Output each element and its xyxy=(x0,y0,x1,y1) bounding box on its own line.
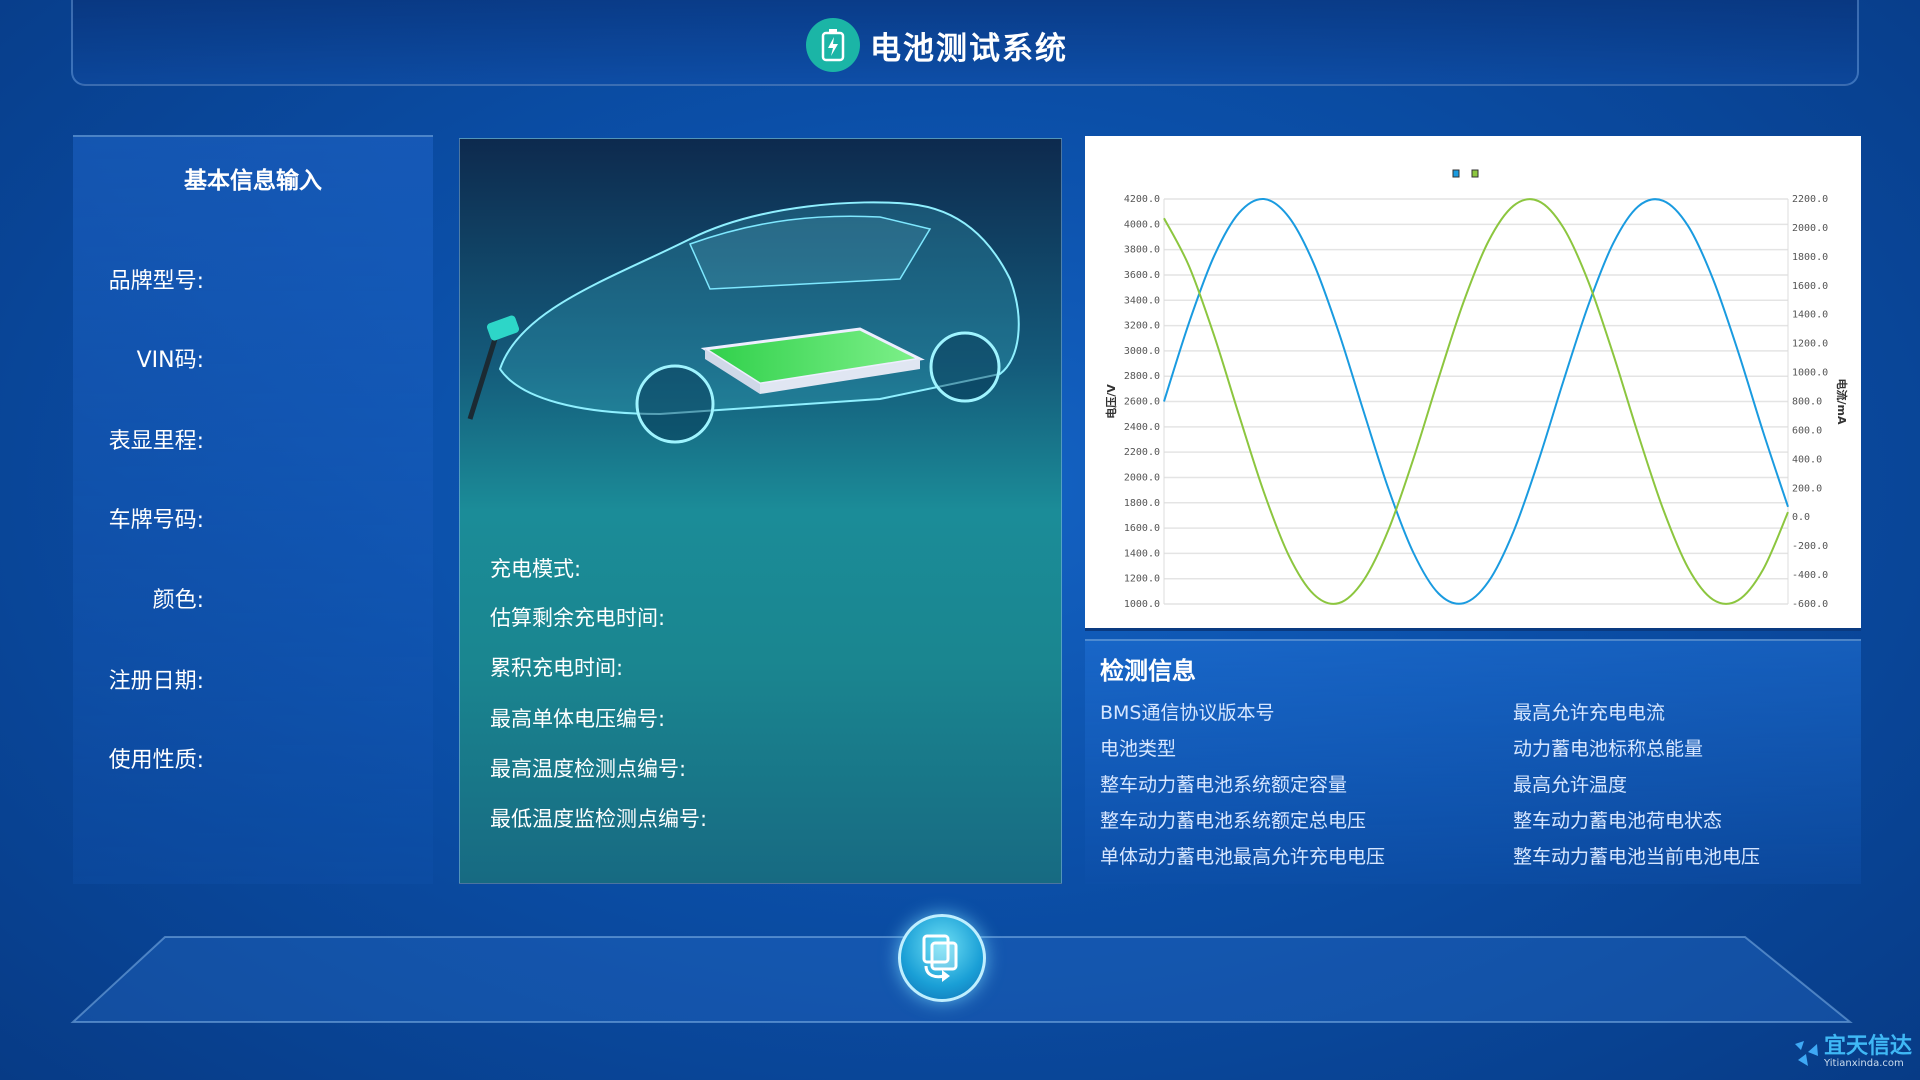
y-tick-label: 4000.0 xyxy=(1124,219,1160,230)
mileage-label: 表显里程: xyxy=(108,429,204,454)
y-tick-label: 1400.0 xyxy=(1124,548,1160,559)
detection-title: 检测信息 xyxy=(1100,657,1196,685)
min-temp-point-label: 最低温度监检测点编号: xyxy=(490,807,708,831)
usage-type-label: 使用性质: xyxy=(108,748,204,773)
y-tick-label: 3800.0 xyxy=(1124,245,1160,256)
y-tick-label: 3600.0 xyxy=(1124,270,1160,281)
y2-tick-label: 1800.0 xyxy=(1792,252,1828,263)
y-tick-label: 1800.0 xyxy=(1124,498,1160,509)
header-bar xyxy=(71,0,1859,86)
vin-label: VIN码: xyxy=(136,348,204,373)
series-line-1 xyxy=(1163,198,1789,605)
chart-panel: 1000.0 1200.0 1400.0 1600.0 1800.0 2000.0 2200… xyxy=(1085,136,1861,631)
basic-info-panel: 基本信息输入 品牌型号: VIN码: 表显里程: 车牌号码: 颜色: 注册日期:… xyxy=(73,135,433,884)
y-tick-label: 3000.0 xyxy=(1124,346,1160,357)
y2-tick-label: 1200.0 xyxy=(1792,339,1828,350)
y-tick-label: 4200.0 xyxy=(1124,194,1160,205)
color-label: 颜色: xyxy=(152,588,204,613)
y2-tick-label: -400.0 xyxy=(1792,570,1828,581)
copy-refresh-button[interactable] xyxy=(898,914,986,1002)
page-title: 电池测试系统 xyxy=(870,30,1068,67)
car-illustration xyxy=(467,201,1020,444)
detect-item: 整车动力蓄电池当前电池电压 xyxy=(1513,846,1761,868)
y2-tick-label: 2000.0 xyxy=(1792,223,1828,234)
y-tick-label: 1200.0 xyxy=(1124,574,1160,585)
y-tick-label: 1600.0 xyxy=(1124,523,1160,534)
detect-item: 整车动力蓄电池系统额定容量 xyxy=(1100,774,1348,796)
detect-item: 最高允许温度 xyxy=(1513,774,1628,796)
logo-url: Yitianxinda.com xyxy=(1824,1058,1904,1069)
y-tick-label: 2200.0 xyxy=(1124,447,1160,458)
detect-item: BMS通信协议版本号 xyxy=(1100,702,1275,724)
register-date-label: 注册日期: xyxy=(108,669,204,694)
logo-name: 宜天信达 xyxy=(1824,1034,1913,1059)
basic-info-title: 基本信息输入 xyxy=(184,168,322,194)
y-tick-label: 2600.0 xyxy=(1124,397,1160,408)
y2-tick-label: 2200.0 xyxy=(1792,194,1828,205)
app-title: 电池测试系统 xyxy=(806,18,1068,72)
copy-refresh-icon xyxy=(922,934,958,982)
detect-item: 动力蓄电池标称总能量 xyxy=(1513,738,1704,760)
y-tick-label: 2800.0 xyxy=(1124,371,1160,382)
voltage-current-chart: 1000.0 1200.0 1400.0 1600.0 1800.0 2000.0 2200… xyxy=(1104,169,1849,610)
y2-tick-label: 1600.0 xyxy=(1792,281,1828,292)
detect-item: 单体动力蓄电池最高允许充电电压 xyxy=(1100,846,1386,868)
plate-number-label: 车牌号码: xyxy=(108,508,204,533)
charge-mode-label: 充电模式: xyxy=(490,557,582,581)
y-tick-label: 2000.0 xyxy=(1124,472,1160,483)
charging-panel: 充电模式: 估算剩余充电时间: 累积充电时间: 最高单体电压编号: 最高温度检测… xyxy=(459,138,1062,884)
y2-tick-label: -200.0 xyxy=(1792,541,1828,552)
legend-marker-1 xyxy=(1471,169,1479,178)
company-logo: 宜天信达 Yitianxinda.com xyxy=(1792,1036,1912,1069)
y-tick-label: 1000.0 xyxy=(1124,599,1160,610)
y2-tick-label: 1400.0 xyxy=(1792,310,1828,321)
y2-tick-label: 200.0 xyxy=(1792,483,1822,494)
logo-mark-icon xyxy=(1795,1040,1818,1066)
battery-charging-icon xyxy=(806,18,860,72)
y2-tick-label: 800.0 xyxy=(1792,397,1822,408)
brand-model-label: 品牌型号: xyxy=(108,269,204,294)
detect-item: 电池类型 xyxy=(1100,738,1177,760)
cumulative-time-label: 累积充电时间: xyxy=(490,656,624,680)
y2-tick-label: 400.0 xyxy=(1792,454,1822,465)
detection-panel: 检测信息 BMS通信协议版本号 电池类型 整车动力蓄电池系统额定容量 整车动力蓄… xyxy=(1085,639,1861,884)
remaining-time-label: 估算剩余充电时间: xyxy=(490,606,666,630)
y-tick-label: 2400.0 xyxy=(1124,422,1160,433)
detect-item: 最高允许充电电流 xyxy=(1513,702,1666,724)
y-tick-label: 3400.0 xyxy=(1124,295,1160,306)
legend-marker-0 xyxy=(1452,169,1460,178)
detect-item: 整车动力蓄电池荷电状态 xyxy=(1513,810,1723,832)
y-axis-label: 电压/V xyxy=(1104,384,1118,419)
series-line-0 xyxy=(1163,197,1789,605)
y2-axis-label: 电流/mA xyxy=(1835,379,1849,425)
detect-item: 整车动力蓄电池系统额定总电压 xyxy=(1100,810,1367,832)
y2-tick-label: -600.0 xyxy=(1792,599,1828,610)
max-temp-point-label: 最高温度检测点编号: xyxy=(490,757,687,781)
max-cell-voltage-id-label: 最高单体电压编号: xyxy=(490,707,666,731)
y2-tick-label: 600.0 xyxy=(1792,425,1822,436)
y2-tick-label: 0.0 xyxy=(1792,512,1810,523)
y-tick-label: 3200.0 xyxy=(1124,321,1160,332)
y2-tick-label: 1000.0 xyxy=(1792,368,1828,379)
